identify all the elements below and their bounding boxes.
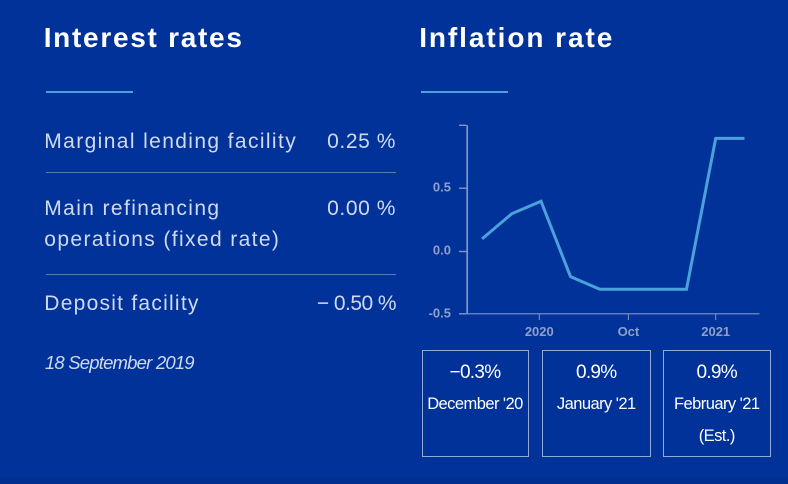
svg-text:-0.5: -0.5 [429, 305, 451, 320]
svg-text:2021: 2021 [701, 324, 730, 339]
svg-text:2020: 2020 [525, 324, 554, 339]
svg-text:Oct: Oct [618, 324, 640, 339]
svg-text:0.0: 0.0 [433, 243, 451, 258]
svg-text:0.5: 0.5 [433, 179, 451, 194]
